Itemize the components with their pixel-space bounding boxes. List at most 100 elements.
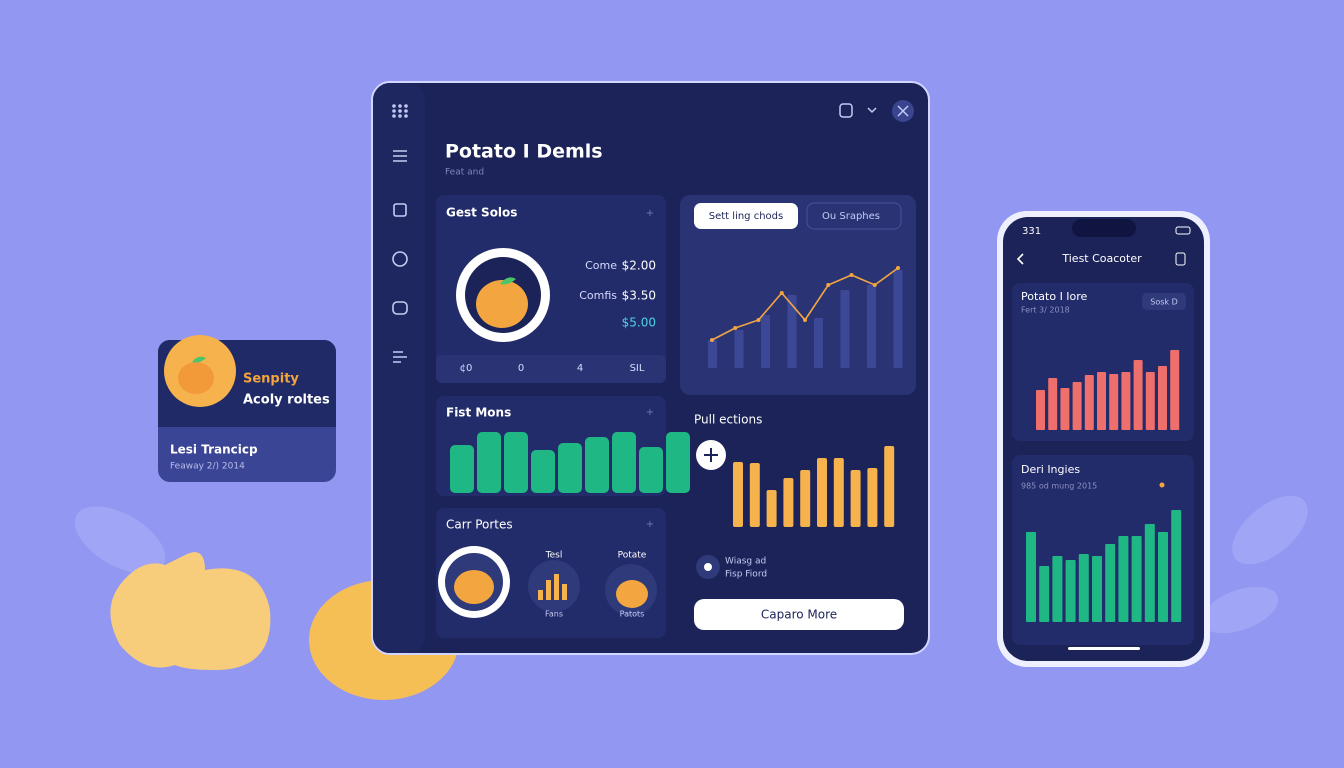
bar	[558, 443, 582, 493]
bar	[1084, 375, 1094, 430]
mini-bars-icon	[538, 574, 567, 600]
tab-active[interactable]	[694, 203, 798, 229]
phone-notch	[1072, 219, 1136, 237]
notification-icon[interactable]	[839, 103, 853, 118]
potato-icon	[454, 570, 494, 604]
bar	[884, 446, 895, 527]
bar	[504, 432, 528, 493]
row-value: $3.50	[622, 289, 656, 303]
settings-icon[interactable]	[393, 351, 407, 363]
bar	[817, 458, 827, 527]
bar	[833, 458, 844, 527]
bar	[1121, 372, 1131, 430]
bar	[1072, 382, 1082, 430]
tab[interactable]	[806, 202, 902, 230]
card-menu[interactable]: +	[646, 519, 654, 530]
bar	[1065, 560, 1076, 622]
home-indicator	[1068, 647, 1140, 650]
tab-label[interactable]: Sett ling chods	[709, 211, 783, 222]
bar	[477, 432, 501, 493]
battery-icon	[1175, 226, 1191, 235]
left-card-subtitle: Acoly roltes	[243, 393, 330, 408]
potato-icon	[476, 280, 528, 328]
back-button[interactable]	[1016, 253, 1024, 265]
bar	[585, 437, 609, 493]
close-icon[interactable]	[897, 105, 909, 117]
card-menu[interactable]: +	[646, 208, 654, 219]
line-point	[849, 273, 854, 277]
chip-label[interactable]: Sosk D	[1150, 298, 1177, 307]
phone-card-subtitle: 985 od mung 2015	[1021, 482, 1097, 491]
card-title: Fist Mons	[446, 406, 511, 420]
status-time: 331	[1022, 226, 1041, 237]
bar	[734, 330, 744, 368]
legend-label: Fisp Fiord	[725, 570, 767, 580]
card-footer	[436, 355, 666, 383]
leaf	[74, 506, 166, 574]
item-label: Potate	[618, 551, 647, 561]
item-caption: Patots	[620, 610, 645, 619]
line-point	[872, 283, 877, 287]
leaf	[1232, 495, 1308, 565]
button-label[interactable]: Caparo More	[761, 608, 837, 622]
bar	[766, 490, 777, 527]
bar	[867, 285, 876, 368]
bar	[708, 340, 717, 368]
list-icon[interactable]	[393, 150, 407, 162]
potato-illustration	[110, 552, 271, 670]
line-point	[896, 266, 900, 270]
bar	[814, 318, 823, 368]
compare-button[interactable]	[694, 599, 904, 630]
potato-icon	[178, 362, 214, 394]
pull-bars	[733, 446, 895, 527]
bar	[787, 295, 797, 368]
bar	[893, 270, 903, 368]
line-point	[733, 326, 738, 330]
bar	[733, 462, 743, 527]
tab-label[interactable]: Ou Sraphes	[822, 211, 880, 222]
bar	[1039, 566, 1050, 622]
bar	[1078, 554, 1089, 622]
bar	[1131, 536, 1142, 622]
bar	[1158, 532, 1168, 622]
phone-header: Tiest Coacoter	[1061, 252, 1142, 265]
bar	[1036, 390, 1045, 430]
bar	[761, 315, 770, 368]
bar	[1109, 374, 1119, 430]
line-point	[710, 338, 714, 342]
sidebar	[373, 83, 425, 653]
row-label: Comfis	[579, 289, 617, 302]
calendar-icon[interactable]	[393, 203, 407, 217]
line-point	[803, 318, 807, 322]
bar	[1026, 532, 1036, 622]
share-icon[interactable]	[1175, 252, 1186, 266]
bar	[1144, 524, 1155, 622]
sidebar-icons	[392, 104, 408, 363]
folder-icon[interactable]	[392, 301, 408, 315]
menu-icon[interactable]	[392, 104, 408, 118]
footer-item: 0	[518, 363, 524, 374]
line-point	[826, 283, 831, 287]
left-card-title: Senpity	[243, 372, 299, 387]
legend-label: Wiasg ad	[725, 557, 766, 567]
dashboard-title: Potato I Demls	[445, 141, 603, 163]
phone-card-title: Deri Ingies	[1021, 463, 1080, 476]
legend-dot	[1159, 482, 1165, 488]
leaf	[1201, 586, 1279, 634]
card-menu[interactable]: +	[646, 407, 654, 418]
bar	[1145, 372, 1155, 430]
card-title: Carr Portes	[446, 518, 513, 532]
bar	[1133, 360, 1143, 430]
dropdown-icon[interactable]	[867, 107, 877, 114]
chip[interactable]	[1142, 293, 1186, 310]
phone-card-title: Potato I Iore	[1021, 290, 1088, 303]
bar	[1158, 366, 1167, 430]
bar	[1170, 350, 1180, 430]
dashboard-subtitle: Feat and	[445, 168, 484, 178]
phone-card-subtitle: Fert 3/ 2018	[1021, 306, 1070, 315]
add-icon[interactable]	[704, 448, 718, 462]
chart-icon[interactable]	[392, 251, 408, 267]
bar	[666, 432, 690, 493]
card-title: Gest Solos	[446, 206, 517, 220]
